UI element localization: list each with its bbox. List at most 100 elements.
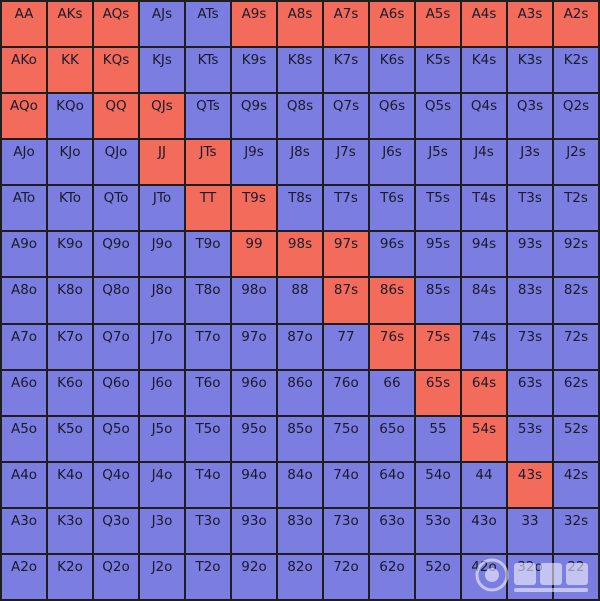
hand-cell: QJo xyxy=(94,140,138,185)
hand-cell: 76o xyxy=(324,370,368,415)
hand-cell: Q7s xyxy=(324,94,368,139)
hand-cell: T7o xyxy=(186,324,230,369)
hand-cell: J9s xyxy=(232,140,276,185)
hand-cell: T3s xyxy=(508,186,552,231)
hand-cell: 75s xyxy=(416,324,460,369)
hand-cell: K3o xyxy=(48,508,92,553)
hand-cell: Q8o xyxy=(94,278,138,323)
hand-cell: T8s xyxy=(278,186,322,231)
hand-cell: 82o xyxy=(278,554,322,599)
hand-cell: Q2s xyxy=(554,94,598,139)
hand-cell: 33 xyxy=(508,508,552,553)
hand-cell: K6s xyxy=(370,48,414,93)
hand-cell: J5o xyxy=(140,416,184,461)
hand-cell: 42o xyxy=(462,554,506,599)
hand-cell: K8s xyxy=(278,48,322,93)
hand-cell: KTs xyxy=(186,48,230,93)
hand-cell: 97o xyxy=(232,324,276,369)
hand-cell: 76s xyxy=(370,324,414,369)
hand-cell: 75o xyxy=(324,416,368,461)
hand-cell: 93s xyxy=(508,232,552,277)
hand-cell: AKs xyxy=(48,2,92,47)
hand-cell: KJo xyxy=(48,140,92,185)
hand-cell: K5s xyxy=(416,48,460,93)
hand-cell: 92o xyxy=(232,554,276,599)
hand-cell: 66 xyxy=(370,370,414,415)
hand-cell: K4o xyxy=(48,462,92,507)
hand-cell: 53o xyxy=(416,508,460,553)
hand-cell: AJo xyxy=(2,140,46,185)
hand-cell: T7s xyxy=(324,186,368,231)
hand-cell: J5s xyxy=(416,140,460,185)
hand-cell: QTo xyxy=(94,186,138,231)
hand-cell: T4o xyxy=(186,462,230,507)
hand-cell: K3s xyxy=(508,48,552,93)
hand-cell: T5o xyxy=(186,416,230,461)
hand-cell: J6s xyxy=(370,140,414,185)
hand-cell: TT xyxy=(186,186,230,231)
hand-cell: JJ xyxy=(140,140,184,185)
hand-cell: 44 xyxy=(462,462,506,507)
hand-cell: A5o xyxy=(2,416,46,461)
hand-cell: J6o xyxy=(140,370,184,415)
hand-cell: A2s xyxy=(554,2,598,47)
hand-cell: T2o xyxy=(186,554,230,599)
hand-cell: 55 xyxy=(416,416,460,461)
hand-cell: Q5o xyxy=(94,416,138,461)
hand-cell: A4o xyxy=(2,462,46,507)
hand-cell: 84s xyxy=(462,278,506,323)
hand-cell: A6s xyxy=(370,2,414,47)
hand-cell: Q3s xyxy=(508,94,552,139)
hand-cell: 83o xyxy=(278,508,322,553)
hand-cell: 85o xyxy=(278,416,322,461)
hand-cell: 97s xyxy=(324,232,368,277)
hand-cell: K6o xyxy=(48,370,92,415)
hand-cell: J2s xyxy=(554,140,598,185)
hand-cell: 94s xyxy=(462,232,506,277)
hand-cell: 54o xyxy=(416,462,460,507)
hand-cell: 43o xyxy=(462,508,506,553)
hand-cell: KQo xyxy=(48,94,92,139)
hand-cell: T2s xyxy=(554,186,598,231)
hand-cell: J7o xyxy=(140,324,184,369)
hand-cell: A3s xyxy=(508,2,552,47)
hand-cell: T6o xyxy=(186,370,230,415)
hand-cell: A5s xyxy=(416,2,460,47)
hand-cell: A3o xyxy=(2,508,46,553)
hand-cell: K7o xyxy=(48,324,92,369)
hand-cell: T3o xyxy=(186,508,230,553)
hand-cell: 52o xyxy=(416,554,460,599)
hand-cell: A9o xyxy=(2,232,46,277)
hand-cell: 62s xyxy=(554,370,598,415)
hand-cell: KK xyxy=(48,48,92,93)
hand-cell: 65s xyxy=(416,370,460,415)
hand-cell: K2s xyxy=(554,48,598,93)
hand-cell: 95s xyxy=(416,232,460,277)
hand-cell: 83s xyxy=(508,278,552,323)
hand-cell: 74s xyxy=(462,324,506,369)
hand-cell: A2o xyxy=(2,554,46,599)
hand-cell: J8s xyxy=(278,140,322,185)
hand-cell: A9s xyxy=(232,2,276,47)
hand-cell: A7o xyxy=(2,324,46,369)
hand-cell: Q6s xyxy=(370,94,414,139)
hand-cell: Q9o xyxy=(94,232,138,277)
hand-cell: AKo xyxy=(2,48,46,93)
hand-cell: 95o xyxy=(232,416,276,461)
hand-cell: QQ xyxy=(94,94,138,139)
hand-cell: A8o xyxy=(2,278,46,323)
hand-cell: 53s xyxy=(508,416,552,461)
hand-cell: 52s xyxy=(554,416,598,461)
hand-cell: 94o xyxy=(232,462,276,507)
hand-cell: 62o xyxy=(370,554,414,599)
hand-cell: K7s xyxy=(324,48,368,93)
hand-cell: K4s xyxy=(462,48,506,93)
hand-cell: T9s xyxy=(232,186,276,231)
hand-cell: 32o xyxy=(508,554,552,599)
hand-cell: 98s xyxy=(278,232,322,277)
hand-cell: KQs xyxy=(94,48,138,93)
hand-cell: QTs xyxy=(186,94,230,139)
hand-cell: J3o xyxy=(140,508,184,553)
hand-cell: 74o xyxy=(324,462,368,507)
